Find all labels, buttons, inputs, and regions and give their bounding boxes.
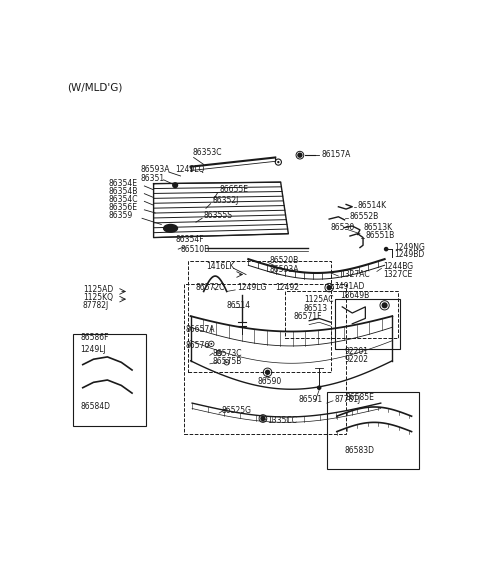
Text: 87782J: 87782J xyxy=(83,301,109,310)
Text: 86513: 86513 xyxy=(304,304,328,313)
Text: 1125AD: 1125AD xyxy=(83,285,113,294)
Bar xyxy=(327,391,419,469)
Circle shape xyxy=(326,285,332,290)
Text: 86530: 86530 xyxy=(331,223,355,232)
Text: 86575B: 86575B xyxy=(212,357,241,366)
Text: 1327CE: 1327CE xyxy=(383,270,412,279)
Text: 86593A: 86593A xyxy=(269,265,299,274)
Text: 86359: 86359 xyxy=(109,211,133,220)
Text: 1327AC: 1327AC xyxy=(340,270,370,279)
Text: 86590: 86590 xyxy=(258,377,282,386)
Text: 86354E: 86354E xyxy=(109,179,138,188)
Text: 86353C: 86353C xyxy=(193,148,222,157)
Circle shape xyxy=(172,182,178,188)
Text: 86354C: 86354C xyxy=(109,195,138,203)
Text: 86655E: 86655E xyxy=(219,185,248,194)
Text: 1491AD: 1491AD xyxy=(335,282,365,291)
Circle shape xyxy=(277,161,279,163)
Text: 86510B: 86510B xyxy=(180,245,210,253)
Text: 1249LQ: 1249LQ xyxy=(175,165,204,174)
Bar xyxy=(285,291,398,337)
Text: 1244BG: 1244BG xyxy=(383,262,413,272)
Text: 1249BD: 1249BD xyxy=(395,250,425,259)
Text: 86525G: 86525G xyxy=(221,406,252,415)
Bar xyxy=(73,334,146,426)
Text: 86583D: 86583D xyxy=(345,446,375,456)
Text: 18649B: 18649B xyxy=(340,291,369,300)
Text: 1249LG: 1249LG xyxy=(237,283,266,292)
Circle shape xyxy=(297,152,302,158)
Text: 86354F: 86354F xyxy=(175,235,204,244)
Text: 86591: 86591 xyxy=(299,395,323,404)
Text: 86356E: 86356E xyxy=(109,203,138,212)
Text: 86576: 86576 xyxy=(186,341,210,350)
Text: 86657A: 86657A xyxy=(186,325,216,335)
Text: 86514: 86514 xyxy=(227,301,251,310)
Text: 1125KQ: 1125KQ xyxy=(83,293,113,302)
Text: 1125AC: 1125AC xyxy=(304,295,333,304)
Text: 86513K: 86513K xyxy=(363,223,392,232)
Text: 86354B: 86354B xyxy=(109,187,138,196)
Text: 86351: 86351 xyxy=(141,174,165,183)
Text: 1249LJ: 1249LJ xyxy=(81,345,106,354)
Text: 86520B: 86520B xyxy=(269,256,299,265)
Ellipse shape xyxy=(164,224,178,232)
Text: 92202: 92202 xyxy=(345,355,369,364)
Circle shape xyxy=(218,352,220,354)
Circle shape xyxy=(317,386,322,390)
Text: 86571F: 86571F xyxy=(294,312,322,321)
Circle shape xyxy=(260,416,265,421)
Text: 1416LK: 1416LK xyxy=(206,261,234,270)
Text: 86552B: 86552B xyxy=(350,212,379,222)
Text: 86352J: 86352J xyxy=(213,196,239,205)
Text: (W/MLD'G): (W/MLD'G) xyxy=(67,82,123,92)
Text: 86573C: 86573C xyxy=(212,349,241,358)
Circle shape xyxy=(384,247,388,252)
Circle shape xyxy=(210,343,212,345)
Circle shape xyxy=(382,302,388,308)
Bar xyxy=(335,299,400,349)
Text: 12492: 12492 xyxy=(275,283,299,292)
Bar xyxy=(188,261,331,372)
Text: 92201: 92201 xyxy=(345,347,369,356)
Text: 1249NG: 1249NG xyxy=(395,243,425,252)
Circle shape xyxy=(265,370,270,375)
Bar xyxy=(184,284,346,434)
Text: 87781J: 87781J xyxy=(335,395,361,404)
Text: 86355S: 86355S xyxy=(204,211,233,220)
Text: 86551B: 86551B xyxy=(365,231,395,240)
Text: 86586F: 86586F xyxy=(81,333,109,342)
Text: 86593A: 86593A xyxy=(141,165,170,174)
Text: 86572C: 86572C xyxy=(196,283,225,292)
Text: 86514K: 86514K xyxy=(358,201,387,210)
Text: 1335CC: 1335CC xyxy=(267,416,298,424)
Circle shape xyxy=(226,361,228,363)
Text: 86157A: 86157A xyxy=(322,150,351,159)
Text: 86584D: 86584D xyxy=(81,403,110,411)
Text: 86585E: 86585E xyxy=(346,393,374,402)
